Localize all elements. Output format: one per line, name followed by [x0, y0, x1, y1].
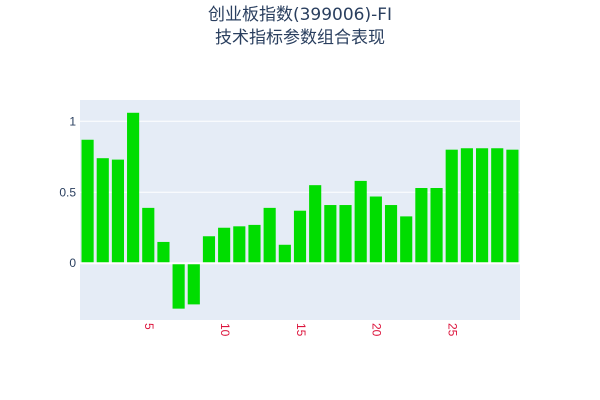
- bar-20: [369, 196, 382, 264]
- bar-series: [81, 112, 519, 309]
- y-tick-label-1: 0.5: [59, 185, 76, 199]
- bar-24: [430, 188, 443, 264]
- bar-5: [142, 207, 155, 264]
- chart-title-line-2: 技术指标参数组合表现: [215, 28, 385, 48]
- bar-19: [354, 180, 367, 264]
- bar-23: [415, 188, 428, 264]
- chart-title-line-1: 创业板指数(399006)-FI: [208, 5, 392, 25]
- bar-28: [491, 148, 504, 264]
- x-tick-label-2: 15: [294, 323, 308, 337]
- bar-21: [384, 205, 398, 264]
- bar-10: [218, 227, 231, 264]
- bar-25: [445, 149, 458, 264]
- x-axis-ticks: 5 10 15 20 25: [142, 323, 459, 337]
- bar-9: [202, 236, 216, 264]
- bar-11: [233, 226, 246, 264]
- x-tick-label-4: 25: [446, 323, 460, 337]
- bar-15: [293, 210, 307, 264]
- x-tick-label-1: 10: [218, 323, 232, 337]
- bar-2: [96, 158, 109, 264]
- bar-26: [460, 148, 473, 264]
- bar-4: [127, 112, 140, 264]
- bar-29: [506, 149, 519, 264]
- y-tick-label-2: 1: [69, 114, 76, 128]
- x-tick-label-3: 20: [370, 323, 384, 337]
- bar-17: [324, 205, 337, 264]
- x-tick-label-0: 5: [142, 323, 156, 330]
- bar-14: [278, 244, 291, 264]
- bar-6: [157, 241, 170, 264]
- bar-1: [81, 139, 94, 264]
- bar-16: [309, 185, 322, 264]
- bar-27: [476, 148, 489, 264]
- bar-3: [111, 159, 124, 264]
- bar-18: [339, 205, 352, 264]
- bar-7: [172, 263, 185, 309]
- bar-13: [263, 207, 276, 264]
- bar-12: [248, 224, 261, 264]
- bar-8: [187, 263, 200, 305]
- y-axis-ticks: 00.51: [59, 114, 76, 270]
- bar-22: [400, 216, 413, 264]
- y-tick-label-0: 0: [69, 256, 76, 270]
